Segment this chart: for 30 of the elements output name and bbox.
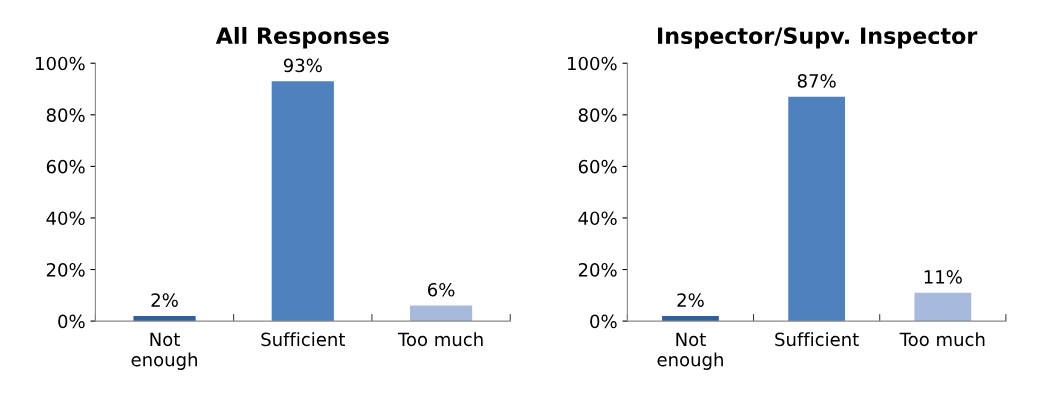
bar [788,96,846,322]
y-tick-label: 80% [46,108,85,122]
y-tick-label: 40% [578,211,617,226]
y-tick-label: 20% [46,262,85,277]
data-label: 2% [151,293,178,307]
y-tick-label: 40% [46,211,85,226]
x-tick-label: Sufficient [775,332,859,347]
y-tick-label: 60% [46,159,85,174]
data-label: 2% [677,293,704,307]
bar [271,81,334,322]
bar [914,292,972,322]
chart-title: Inspector/Supv. Inspector [658,27,978,49]
x-tick-label: Not enough [657,332,723,370]
x-tick-label: Sufficient [261,332,345,347]
y-tick-label: 100% [36,56,85,71]
data-label: 6% [428,282,455,297]
x-tick-label: Too much [397,332,483,347]
y-tick-label: 0% [590,314,617,329]
data-label: 87% [797,74,836,88]
y-tick-label: 60% [578,159,617,174]
data-label: 11% [924,270,962,284]
y-tick-label: 100% [568,56,617,71]
y-tick-label: 80% [578,108,617,122]
x-tick-label: Too much [899,332,985,347]
x-tick-label: Not enough [131,332,197,370]
chart-title: All Responses [215,26,389,49]
bar [409,305,473,322]
data-label: 93% [283,58,322,73]
y-tick-label: 0% [58,314,85,329]
y-tick-label: 20% [578,262,617,277]
